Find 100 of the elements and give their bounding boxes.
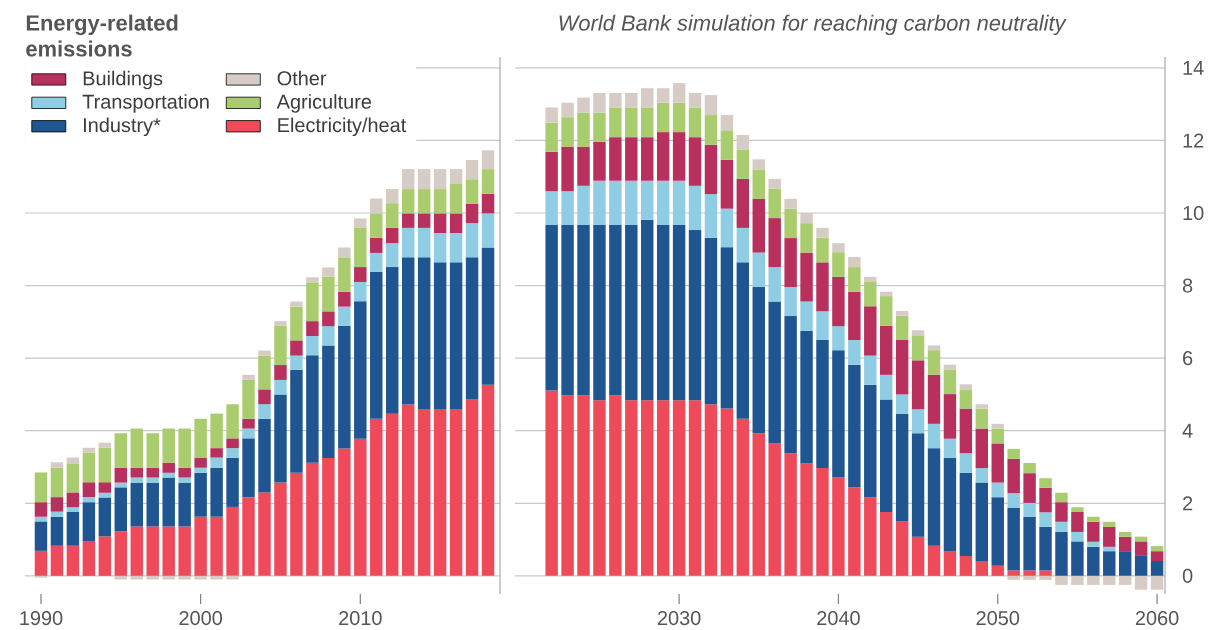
bar [1055, 575, 1068, 585]
bar [704, 237, 718, 405]
bar [609, 137, 622, 181]
bar [82, 541, 96, 576]
bar [784, 238, 797, 288]
bar [1023, 570, 1036, 576]
bar [911, 536, 925, 576]
bar [386, 267, 399, 414]
bar [577, 97, 590, 113]
bar [609, 224, 622, 396]
bar [911, 335, 925, 361]
bar [1007, 570, 1020, 576]
bar [1039, 512, 1052, 527]
bar [210, 457, 223, 468]
bar [130, 467, 143, 478]
legend-title: Energy-related emissions [26, 14, 178, 57]
bar [593, 400, 606, 576]
bar [66, 511, 80, 546]
bar [609, 107, 622, 138]
chart-title: World Bank simulation for reaching carbon neutrality [559, 14, 1067, 36]
bar [1087, 516, 1100, 522]
bar [449, 408, 463, 576]
bar [800, 213, 813, 224]
bar [943, 369, 957, 395]
bar [465, 223, 479, 258]
bar [433, 232, 447, 263]
bar [306, 336, 319, 356]
bar [1039, 570, 1052, 576]
bar [848, 487, 861, 576]
bar [656, 224, 670, 401]
bar [401, 257, 415, 405]
bar [50, 467, 64, 498]
bar [34, 472, 48, 503]
bar [736, 227, 750, 263]
bar [625, 224, 638, 401]
bar [959, 472, 973, 556]
bar [242, 438, 255, 498]
bar [1023, 575, 1036, 580]
y-tick-label: 10 [1183, 205, 1204, 221]
legend-label: Transportation [82, 94, 209, 113]
bar [895, 394, 909, 415]
bar [194, 457, 207, 468]
bar [609, 180, 622, 225]
bar [194, 418, 207, 458]
bar [800, 463, 813, 576]
bar [593, 92, 606, 113]
bar [449, 213, 463, 233]
bar [895, 340, 909, 395]
bar [959, 408, 973, 454]
bar [1087, 546, 1100, 576]
bar [943, 551, 957, 576]
x-tick-label: 2000 [179, 611, 223, 626]
bar [401, 213, 415, 228]
bar [98, 536, 112, 576]
bar [1103, 551, 1116, 576]
bar [98, 447, 112, 483]
bar [832, 350, 845, 478]
bar [354, 438, 367, 576]
bar [672, 132, 686, 181]
bar [370, 271, 383, 419]
bar [242, 379, 255, 419]
bar [656, 102, 670, 133]
bar [848, 256, 861, 268]
bar [306, 277, 319, 283]
bar [784, 198, 797, 209]
bar [816, 227, 829, 238]
bar [959, 389, 973, 409]
bar [50, 545, 64, 576]
bar [768, 188, 781, 219]
bar [752, 169, 765, 199]
bar [226, 506, 239, 576]
bar [656, 88, 670, 103]
bar [768, 178, 781, 189]
bar [178, 467, 191, 478]
bar [625, 137, 638, 181]
x-tick-label: 2030 [657, 611, 701, 626]
bar [641, 180, 654, 220]
bar [1007, 448, 1020, 459]
bar [1134, 541, 1148, 556]
bar [290, 369, 303, 473]
bar [991, 497, 1004, 566]
bar [417, 408, 431, 576]
bar [975, 560, 989, 576]
bar [338, 291, 351, 307]
bar [1134, 555, 1148, 576]
bar [417, 189, 431, 214]
bar [593, 141, 606, 181]
bar [401, 404, 415, 576]
bar [577, 395, 590, 576]
bar [641, 107, 654, 138]
bar [991, 423, 1004, 429]
bar [274, 321, 287, 326]
bar [848, 340, 861, 365]
bar [66, 507, 80, 512]
bar [1007, 575, 1020, 580]
bar [162, 428, 175, 463]
bar [66, 545, 80, 576]
bar [832, 243, 845, 253]
bar [162, 477, 175, 527]
bar [975, 482, 989, 561]
